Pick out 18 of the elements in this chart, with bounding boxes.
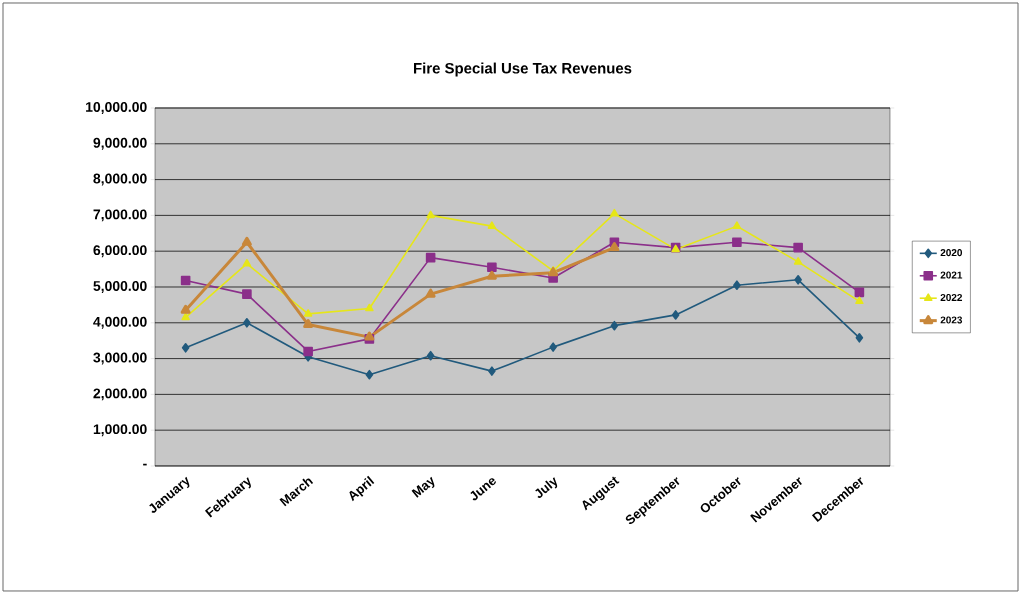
y-tick-label: 2,000.00 <box>93 388 147 401</box>
y-tick-label: 5,000.00 <box>93 281 147 293</box>
y-tick-label: 7,000.00 <box>93 209 147 222</box>
y-tick-label: 4,000.00 <box>93 316 147 329</box>
y-tick-label: 8,000.00 <box>93 173 147 186</box>
x-tick-label: May <box>411 476 435 498</box>
x-tick-label: July <box>535 477 558 498</box>
y-tick-label: - <box>143 463 147 466</box>
legend-label: 2023 <box>940 316 963 324</box>
y-tick-label: 6,000.00 <box>93 245 147 258</box>
y-tick-label: 1,000.00 <box>93 424 147 437</box>
legend-label: 2022 <box>940 293 963 302</box>
y-tick-label: 3,000.00 <box>93 352 147 365</box>
chart-title: Fire Special Use Tax Revenues <box>414 62 632 77</box>
y-tick-label: 9,000.00 <box>93 137 147 150</box>
legend-label: 2021 <box>940 271 963 279</box>
y-tick-label: 10,000.00 <box>86 102 147 114</box>
legend-label: 2020 <box>940 249 963 257</box>
